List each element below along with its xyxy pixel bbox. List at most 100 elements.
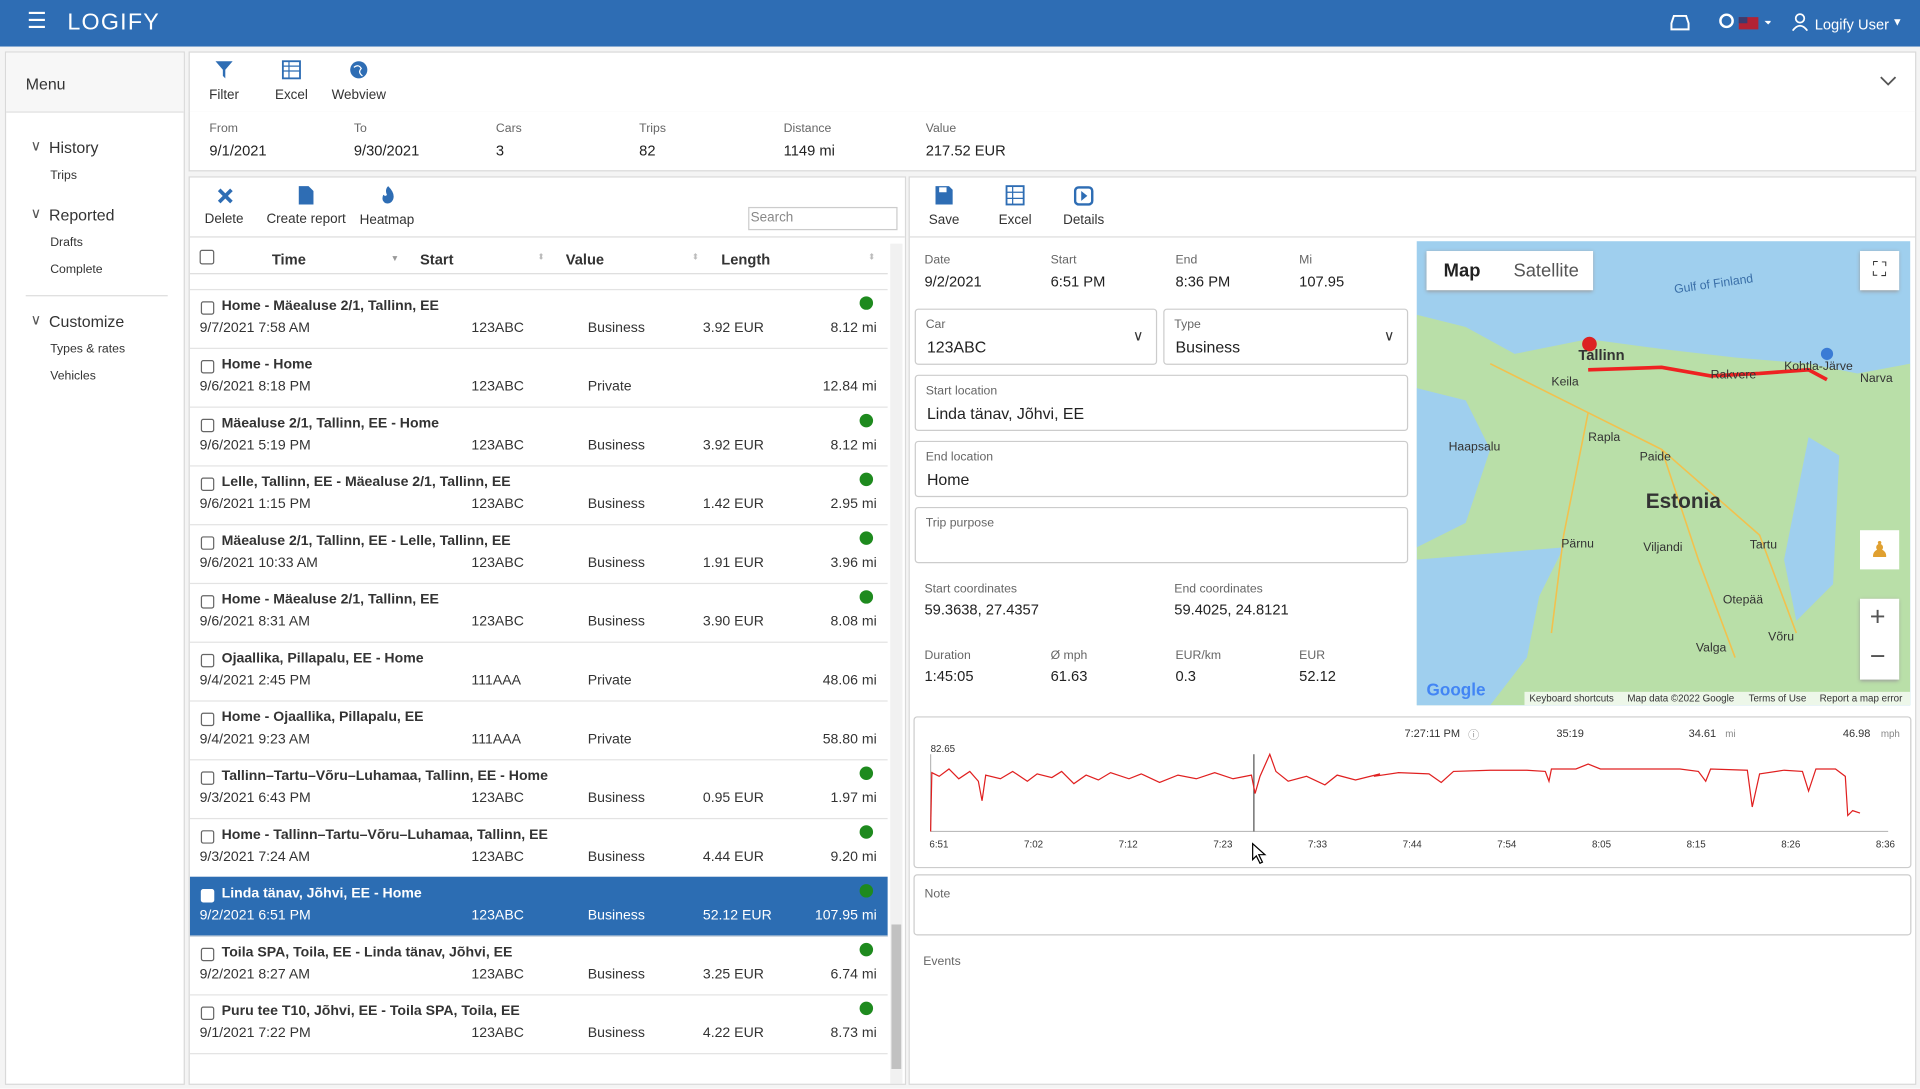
list-button[interactable]: Create report	[266, 211, 346, 227]
fullscreen-button[interactable]: ⛶	[1860, 251, 1900, 291]
sort-icon[interactable]: ⬍	[537, 253, 545, 263]
menu-item[interactable]: Complete	[50, 263, 103, 277]
map[interactable]: Map Satellite ⛶ ♟ + − Google Gulf of Fin…	[1416, 241, 1911, 706]
trip-row[interactable]: Mäealuse 2/1, Tallinn, EE - Home 9/6/2021…	[189, 407, 888, 467]
note-label: Note	[924, 887, 951, 902]
x-tick-label: 8:26	[1781, 838, 1801, 850]
trip-value: 1.91 EUR	[702, 555, 764, 571]
row-checkbox[interactable]	[200, 536, 215, 550]
column-header[interactable]: Start	[420, 251, 454, 269]
dropdown-chevron[interactable]: ∨	[1132, 326, 1144, 345]
menu-section[interactable]: Customize	[48, 312, 125, 331]
heatmap-icon	[382, 186, 394, 204]
menu-section[interactable]: Reported	[48, 205, 115, 225]
column-header[interactable]: Value	[565, 251, 605, 269]
detail-button[interactable]: Save	[928, 213, 960, 228]
toolbar-button[interactable]: Filter	[209, 88, 240, 103]
car-select[interactable]: Car 123ABC ∨	[914, 308, 1158, 365]
map-footer-link[interactable]: Report a map error	[1819, 693, 1903, 705]
select-all-checkbox[interactable]	[199, 249, 215, 265]
menu-chevron[interactable]: ∨	[30, 311, 42, 329]
user-name[interactable]: Logify User	[1814, 15, 1890, 34]
trip-row[interactable]: Home - Mäealuse 2/1, Tallinn, EE 9/7/2021…	[189, 289, 888, 349]
map-footer-link[interactable]: Terms of Use	[1748, 693, 1807, 705]
dropdown-chevron[interactable]: ∨	[1383, 326, 1395, 345]
status-dot	[859, 766, 874, 781]
summary-value: 82	[639, 142, 656, 160]
row-checkbox[interactable]	[200, 360, 215, 374]
menu-item[interactable]: Trips	[50, 168, 77, 183]
list-button[interactable]: Heatmap	[359, 213, 415, 228]
row-checkbox[interactable]	[200, 947, 215, 962]
logo[interactable]: LOGIFY	[67, 9, 161, 36]
map-footer-link[interactable]: Keyboard shortcuts	[1529, 693, 1614, 705]
map-tab[interactable]: Map	[1443, 260, 1481, 282]
trip-row[interactable]: Home - Mäealuse 2/1, Tallinn, EE 9/6/2021…	[189, 583, 888, 643]
trip-row[interactable]: Tallinn–Tartu–Võru–Luhamaa, Tallinn, EE …	[189, 759, 888, 820]
menu-item[interactable]: Drafts	[50, 236, 83, 250]
detail-button[interactable]: Excel	[998, 213, 1032, 228]
row-checkbox[interactable]	[200, 771, 215, 785]
summary-label: Value	[925, 122, 957, 136]
sort-icon[interactable]: ⬍	[868, 253, 876, 263]
user-caret[interactable]: ▼	[1891, 15, 1903, 29]
trip-row[interactable]: Ojaallika, Pillapalu, EE - Home 9/4/2021 …	[189, 642, 888, 702]
trip-length: 8.12 mi	[830, 438, 877, 454]
zoom-in[interactable]: +	[1869, 601, 1886, 632]
toolbar-button[interactable]: Excel	[274, 88, 308, 103]
trip-row[interactable]: Mäealuse 2/1, Tallinn, EE - Lelle, Talli…	[189, 524, 888, 585]
zoom-out[interactable]: −	[1869, 640, 1886, 672]
sidebar-header	[6, 52, 184, 113]
search-input[interactable]	[748, 206, 898, 231]
row-checkbox[interactable]	[200, 712, 215, 727]
trip-row[interactable]: Home - Home 9/6/2021 8:18 PM 123ABC Private…	[189, 348, 888, 408]
column-header[interactable]: Length	[721, 251, 771, 269]
summary-value: 217.52 EUR	[925, 142, 1006, 160]
x-tick-label: 7:33	[1307, 838, 1328, 850]
trip-row[interactable]: Lelle, Tallinn, EE - Mäealuse 2/1, Talli…	[189, 465, 888, 526]
row-checkbox[interactable]	[200, 418, 215, 433]
note-box[interactable]: Note	[913, 874, 1912, 936]
map-tab[interactable]: Satellite	[1513, 260, 1579, 282]
trip-time: 9/7/2021 12:31 PM	[200, 274, 319, 276]
row-checkbox[interactable]	[200, 830, 215, 844]
row-checkbox[interactable]	[200, 1006, 215, 1021]
trip-row[interactable]: Linda tänav, Jõhvi, EE - Home 9/2/2021 6:…	[189, 876, 888, 937]
scrollbar[interactable]	[890, 243, 903, 1084]
row-checkbox[interactable]	[200, 888, 215, 903]
scroll-thumb[interactable]	[891, 924, 902, 1069]
row-checkbox[interactable]	[200, 301, 215, 315]
map-label: Pärnu	[1561, 537, 1594, 552]
trip-row[interactable]: Home - Ojaallika, Pillapalu, EE 9/4/2021 …	[189, 700, 888, 761]
menu-section[interactable]: History	[48, 138, 99, 157]
map-label: Haapsalu	[1448, 440, 1501, 455]
map-footer-link[interactable]: Map data ©2022 Google	[1627, 693, 1735, 705]
end-location-input[interactable]: End location Home	[914, 440, 1409, 498]
settings-icon[interactable]	[1717, 11, 1771, 33]
collapse-chevron[interactable]	[1880, 75, 1897, 87]
list-button[interactable]: Delete	[204, 211, 244, 227]
trip-row[interactable]: Toila SPA, Toila, EE - Linda tänav, Jõhv…	[189, 936, 888, 996]
sort-icon[interactable]: ⬍	[691, 253, 700, 263]
type-select[interactable]: Type Business ∨	[1163, 308, 1409, 365]
pegman[interactable]: ♟	[1860, 530, 1900, 570]
menu-item[interactable]: Types & rates	[50, 342, 126, 357]
menu-chevron[interactable]: ∨	[30, 204, 42, 222]
start-location-input[interactable]: Start location Linda tänav, Jõhvi, EE	[914, 374, 1409, 432]
menu-chevron[interactable]: ∨	[30, 137, 42, 155]
row-checkbox[interactable]	[200, 477, 215, 492]
car-icon[interactable]	[1668, 12, 1692, 32]
menu-toggle[interactable]: ☰	[26, 8, 47, 34]
sort-icon[interactable]: ▼	[390, 254, 400, 264]
row-checkbox[interactable]	[200, 595, 215, 609]
trip-row[interactable]: Mäealuse 2/3, Tallinn, EE - Mere puieste…	[189, 274, 888, 291]
trip-title: Toila SPA, Toila, EE - Linda tänav, Jõhv…	[221, 945, 513, 961]
menu-item[interactable]: Vehicles	[50, 369, 96, 384]
row-checkbox[interactable]	[200, 653, 215, 668]
trip-row[interactable]: Puru tee T10, Jõhvi, EE - Toila SPA, Toi…	[189, 994, 888, 1055]
column-header[interactable]: Time	[271, 251, 306, 269]
trip-purpose-input[interactable]: Trip purpose	[914, 506, 1409, 564]
detail-button[interactable]: Details	[1063, 213, 1105, 228]
toolbar-button[interactable]: Webview	[331, 88, 386, 103]
trip-row[interactable]: Home - Tallinn–Tartu–Võru–Luhamaa, Talli…	[189, 818, 888, 878]
